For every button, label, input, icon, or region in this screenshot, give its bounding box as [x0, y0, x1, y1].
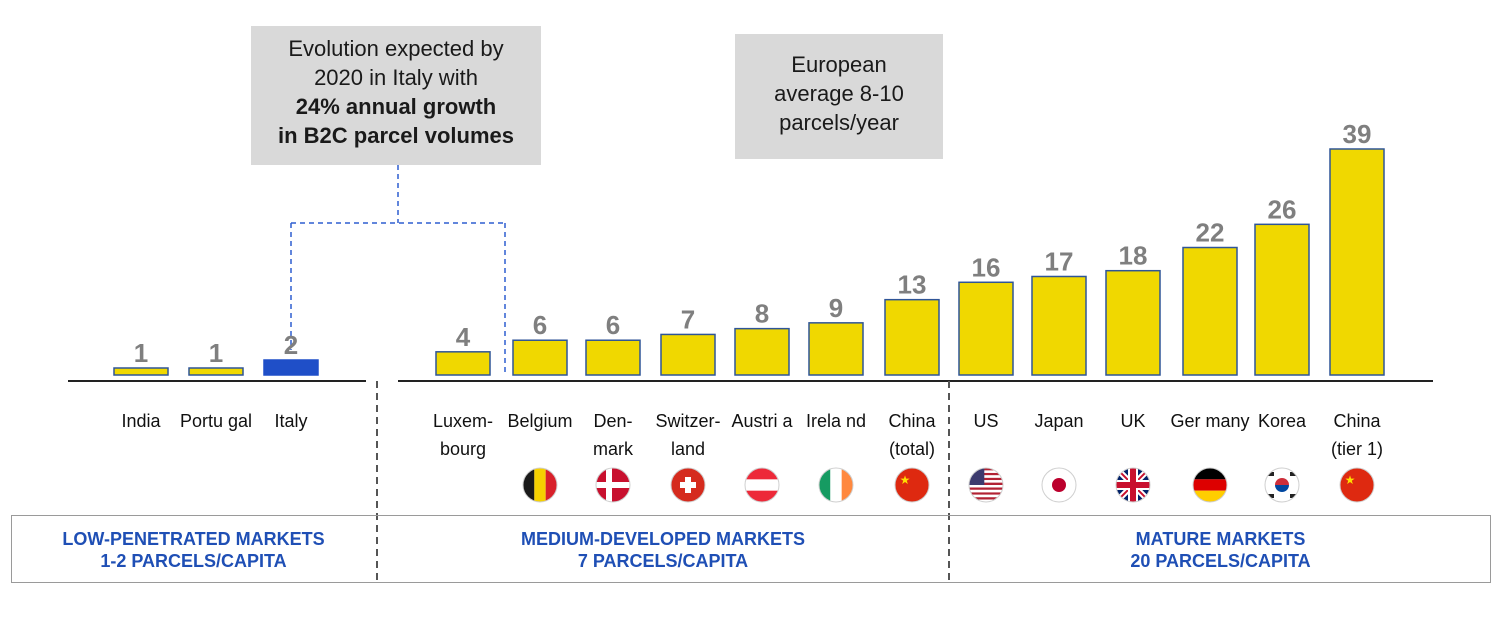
category-label: Korea: [1258, 411, 1307, 431]
callout-connector: [290, 165, 506, 375]
value-label: 39: [1343, 119, 1372, 149]
value-label: 1: [134, 338, 148, 368]
category-label: Luxem-: [433, 411, 493, 431]
svg-text:★: ★: [1345, 473, 1356, 487]
value-label: 4: [456, 322, 471, 352]
bar: [884, 298, 940, 376]
category-label: Italy: [274, 411, 307, 431]
value-label: 9: [829, 293, 843, 323]
belgium-flag-icon: [522, 467, 558, 503]
category-label: Belgium: [507, 411, 572, 431]
value-label: 16: [972, 252, 1001, 282]
band-subtitle: 20 PARCELS/CAPITA: [1130, 551, 1311, 571]
italy-growth-callout: Evolution expected by 2020 in Italy with…: [251, 26, 541, 165]
bar: [188, 367, 244, 376]
callout-line: parcels/year: [779, 110, 899, 135]
category-label: India: [121, 411, 161, 431]
japan-flag-icon: [1041, 467, 1077, 503]
category-label: Ger many: [1170, 411, 1249, 431]
denmark-flag-icon: [595, 467, 631, 503]
category-label: China: [1333, 411, 1381, 431]
ireland-flag-icon: [818, 467, 854, 503]
bar: [512, 339, 568, 376]
category-label: (tier 1): [1331, 439, 1383, 459]
korea-flag-icon: [1264, 467, 1300, 503]
flags: ★ ★: [522, 467, 1375, 503]
bar: [263, 359, 319, 376]
value-label: 8: [755, 299, 769, 329]
us-flag-icon: [968, 467, 1004, 503]
market-bands-frame: [11, 515, 1491, 583]
value-label: 26: [1268, 194, 1297, 224]
european-average-callout: European average 8-10 parcels/year: [735, 34, 943, 159]
category-label: US: [973, 411, 998, 431]
value-label: 22: [1196, 218, 1225, 248]
category-labels: India Portu gal Italy Luxem-bourg Belgium Den…: [121, 411, 1383, 459]
germany-flag-icon: [1192, 467, 1228, 503]
switzerland-flag-icon: [670, 467, 706, 503]
bar: [1031, 275, 1087, 376]
category-label: (total): [889, 439, 935, 459]
category-label: Austri a: [731, 411, 793, 431]
austria-flag-icon: [744, 467, 780, 503]
callout-line-bold: in B2C parcel volumes: [278, 123, 514, 148]
category-label: Portu gal: [180, 411, 252, 431]
category-label: bourg: [440, 439, 486, 459]
bar: [113, 367, 169, 376]
bar: [660, 333, 716, 376]
band-low-penetrated: LOW-PENETRATED MARKETS 1-2 PARCELS/CAPIT…: [11, 515, 376, 583]
callout-line: average 8-10: [774, 81, 904, 106]
callout-line: 2020 in Italy with: [314, 65, 478, 90]
value-label: 13: [898, 270, 927, 300]
band-title: LOW-PENETRATED MARKETS: [62, 529, 325, 549]
category-label: Den-: [593, 411, 632, 431]
china-flag-icon: ★: [1339, 467, 1375, 503]
category-label: land: [671, 439, 705, 459]
value-label: 18: [1119, 241, 1148, 271]
category-label: Japan: [1034, 411, 1083, 431]
band-subtitle: 1-2 PARCELS/CAPITA: [100, 551, 287, 571]
band-mature: MATURE MARKETS 20 PARCELS/CAPITA: [950, 515, 1491, 583]
value-labels: 1 1 2 4 6 6 7 8 9 13 16 17 18 22 26 39: [134, 119, 1372, 368]
value-label: 7: [681, 304, 695, 334]
bar: [1182, 246, 1238, 376]
category-label: Switzer-: [655, 411, 720, 431]
value-label: 1: [209, 338, 223, 368]
bar: [435, 351, 491, 376]
uk-flag-icon: [1115, 467, 1151, 503]
band-subtitle: 7 PARCELS/CAPITA: [577, 551, 749, 571]
value-label: 6: [533, 310, 547, 340]
callout-line-bold: 24% annual growth: [295, 94, 497, 119]
connector-line: [290, 165, 506, 375]
category-label: China: [888, 411, 936, 431]
bar: [1329, 148, 1385, 376]
bar: [585, 339, 641, 376]
bar: [1105, 269, 1161, 376]
band-medium-developed: MEDIUM-DEVELOPED MARKETS 7 PARCELS/CAPIT…: [378, 515, 948, 583]
callout-line: European: [791, 52, 887, 77]
value-label: 6: [606, 310, 620, 340]
china-flag-icon: ★: [894, 467, 930, 503]
svg-text:★: ★: [900, 473, 911, 487]
band-title: MATURE MARKETS: [1135, 529, 1306, 549]
bar: [958, 281, 1014, 376]
bar: [808, 322, 864, 376]
band-title: MEDIUM-DEVELOPED MARKETS: [520, 529, 805, 549]
group-dividers: [376, 381, 950, 583]
category-label: mark: [593, 439, 634, 459]
category-label: Irela nd: [806, 411, 866, 431]
bar: [734, 327, 790, 376]
value-label: 17: [1045, 246, 1074, 276]
bars: [113, 148, 1385, 376]
category-label: UK: [1120, 411, 1145, 431]
value-label: 2: [284, 330, 298, 360]
callout-line: Evolution expected by: [288, 36, 504, 61]
bar: [1254, 223, 1310, 376]
